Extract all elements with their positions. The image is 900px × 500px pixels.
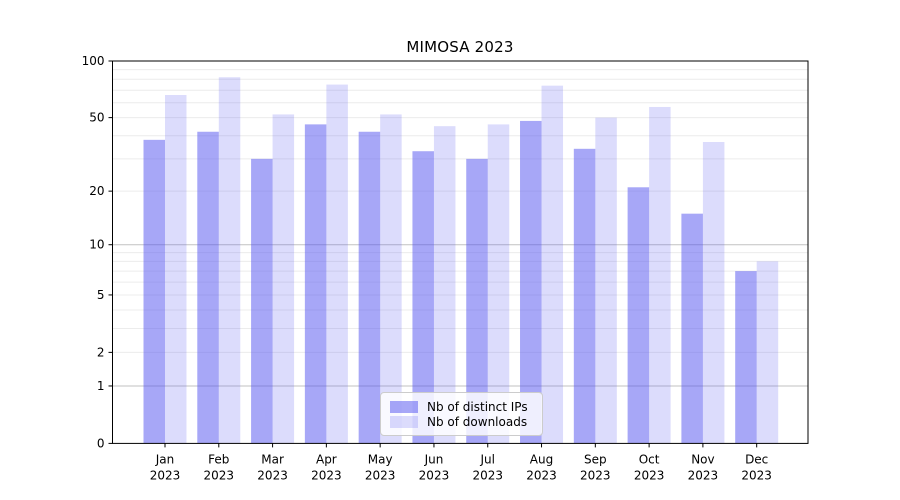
bar-jun-downloads (433, 126, 456, 444)
legend-label-distinct-ips: Nb of distinct IPs (427, 399, 528, 414)
x-tick-label-year: 2023 (419, 469, 450, 483)
y-tick-label: 1 (97, 379, 105, 393)
x-tick-label-month: Jan (155, 453, 175, 467)
x-tick-label-month: Oct (639, 453, 660, 467)
bar-mar-downloads (272, 114, 295, 444)
bar-oct-downloads (649, 106, 671, 444)
y-tick-label: 2 (97, 345, 105, 359)
chart-title: MIMOSA 2023 (406, 38, 514, 56)
bar-mar-distinct-ips (251, 158, 273, 444)
x-tick-label-month: Apr (316, 453, 337, 467)
legend-item-distinct-ips: Nb of distinct IPs (390, 399, 534, 414)
bar-apr-distinct-ips (304, 124, 327, 444)
legend: Nb of distinct IPs Nb of downloads (380, 392, 543, 436)
y-tick-label: 0 (97, 436, 105, 450)
bar-aug-downloads (541, 85, 564, 444)
y-tick-label: 50 (89, 111, 104, 125)
bar-feb-downloads (218, 77, 241, 444)
bar-may-downloads (380, 114, 402, 444)
x-tick-label-year: 2023 (150, 469, 181, 483)
legend-swatch-distinct-ips (390, 400, 418, 413)
bar-oct-distinct-ips (627, 187, 650, 444)
x-tick-label-month: Feb (208, 453, 229, 467)
x-tick-label-month: Aug (530, 453, 553, 467)
bar-sep-distinct-ips (573, 148, 596, 444)
bar-jul-downloads (487, 124, 510, 444)
x-tick-label-year: 2023 (741, 469, 772, 483)
bar-may-distinct-ips (358, 131, 381, 444)
bar-sep-downloads (595, 117, 617, 444)
legend-label-downloads: Nb of downloads (427, 414, 528, 429)
y-tick-label: 20 (89, 184, 104, 198)
x-tick-label-month: Jul (479, 453, 494, 467)
y-tick-label: 100 (82, 54, 105, 68)
y-tick-label: 5 (97, 288, 105, 302)
x-tick-label-month: Nov (691, 453, 714, 467)
bar-jan-downloads (165, 95, 187, 444)
x-tick-label-year: 2023 (204, 469, 235, 483)
bar-jul-distinct-ips (466, 158, 488, 444)
x-tick-label-month: Sep (584, 453, 607, 467)
x-tick-label-year: 2023 (257, 469, 288, 483)
x-tick-label-month: Jun (424, 453, 444, 467)
x-tick-label-year: 2023 (365, 469, 396, 483)
x-tick-label-month: Mar (261, 453, 284, 467)
legend-item-downloads: Nb of downloads (390, 414, 534, 429)
x-tick-label-year: 2023 (580, 469, 611, 483)
bar-dec-distinct-ips (735, 271, 757, 444)
x-tick-label-month: May (368, 453, 393, 467)
bar-apr-downloads (326, 84, 348, 444)
bar-aug-distinct-ips (520, 120, 542, 444)
y-tick-label: 10 (89, 238, 104, 252)
legend-swatch-downloads (390, 415, 418, 428)
bar-dec-downloads (756, 261, 779, 444)
x-tick-label-month: Dec (745, 453, 768, 467)
plot-border (112, 60, 809, 444)
bar-nov-downloads (702, 141, 725, 444)
bar-jan-distinct-ips (143, 139, 165, 444)
bar-feb-distinct-ips (197, 131, 219, 444)
x-tick-label-year: 2023 (472, 469, 503, 483)
x-tick-label-year: 2023 (311, 469, 342, 483)
x-tick-label-year: 2023 (688, 469, 719, 483)
x-tick-label-year: 2023 (526, 469, 557, 483)
bar-jun-distinct-ips (412, 151, 434, 444)
x-tick-label-year: 2023 (634, 469, 665, 483)
bar-nov-distinct-ips (681, 213, 703, 444)
